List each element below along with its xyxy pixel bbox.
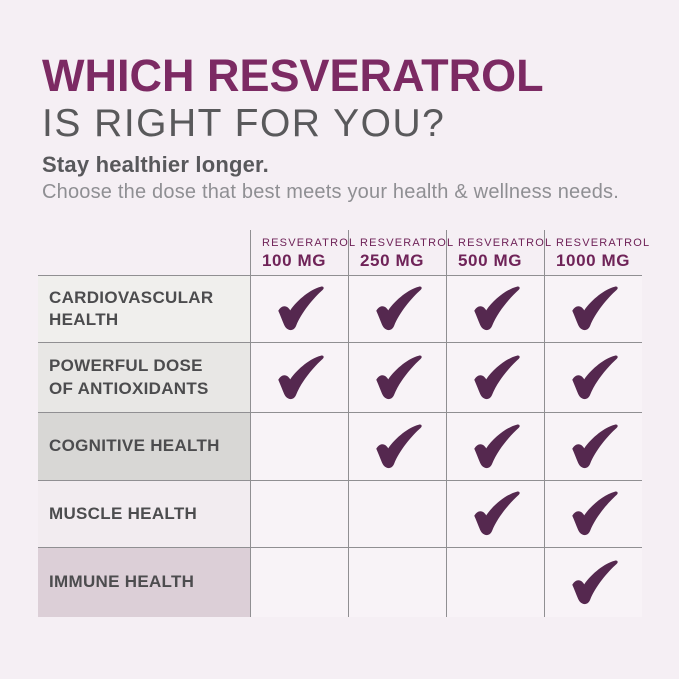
checkmark-icon (572, 355, 618, 399)
column-header: RESVERATROL 500 MG (446, 230, 551, 275)
table-cell (446, 412, 544, 480)
row-label-cell: CARDIOVASCULAR HEALTH (38, 275, 250, 342)
column-header: RESVERATROL 100 MG (250, 230, 355, 275)
row-label-cell: COGNITIVE HEALTH (38, 412, 250, 480)
table-cell (250, 480, 348, 547)
table-cell (544, 342, 642, 412)
table-cell (250, 275, 348, 342)
table-cell (544, 547, 642, 617)
column-header: RESVERATROL 250 MG (348, 230, 453, 275)
table-cell (348, 412, 446, 480)
table-cell (446, 480, 544, 547)
column-brand-label: RESVERATROL (458, 237, 553, 249)
checkmark-icon (376, 424, 422, 468)
column-brand-label: RESVERATROL (360, 237, 455, 249)
table-cell (446, 547, 544, 617)
table-cell (250, 342, 348, 412)
table-cell (348, 342, 446, 412)
checkmark-icon (376, 286, 422, 331)
table-cell (446, 342, 544, 412)
table-cell (348, 547, 446, 617)
checkmark-icon (474, 424, 520, 468)
column-brand-label: RESVERATROL (262, 237, 357, 249)
row-label-cell: POWERFUL DOSE OF ANTIOXIDANTS (38, 342, 250, 412)
description: Choose the dose that best meets your hea… (42, 181, 619, 203)
column-dose-label: 250 MG (360, 251, 425, 270)
checkmark-icon (474, 491, 520, 536)
row-label: CARDIOVASCULAR HEALTH (49, 287, 214, 329)
row-label: COGNITIVE HEALTH (49, 436, 220, 456)
checkmark-icon (278, 355, 324, 399)
comparison-table: RESVERATROL 100 MG RESVERATROL 250 MG RESVER… (38, 230, 649, 617)
column-dose-label: 100 MG (262, 251, 327, 270)
page-title: WHICH RESVERATROL (42, 50, 544, 101)
column-dose-label: 500 MG (458, 251, 523, 270)
row-label-cell: MUSCLE HEALTH (38, 480, 250, 547)
checkmark-icon (572, 286, 618, 331)
table-cell (544, 412, 642, 480)
checkmark-icon (376, 355, 422, 399)
column-dose-label: 1000 MG (556, 251, 631, 270)
checkmark-icon (474, 286, 520, 331)
header-spacer-cell (38, 230, 250, 275)
checkmark-icon (572, 424, 618, 468)
row-label: POWERFUL DOSE OF ANTIOXIDANTS (49, 356, 209, 398)
table-cell (348, 275, 446, 342)
table-cell (446, 275, 544, 342)
table-cell (544, 480, 642, 547)
table-cell (544, 275, 642, 342)
checkmark-icon (572, 491, 618, 536)
page-subtitle: IS RIGHT FOR YOU? (42, 102, 446, 145)
row-label: MUSCLE HEALTH (49, 503, 198, 523)
table-cell (250, 547, 348, 617)
checkmark-icon (278, 286, 324, 331)
row-label: IMMUNE HEALTH (49, 572, 195, 592)
row-label-cell: IMMUNE HEALTH (38, 547, 250, 617)
table-cell (250, 412, 348, 480)
table-cell (348, 480, 446, 547)
column-header: RESVERATROL 1000 MG (544, 230, 649, 275)
tagline: Stay healthier longer. (42, 152, 269, 177)
checkmark-icon (572, 560, 618, 604)
column-brand-label: RESVERATROL (556, 237, 651, 249)
checkmark-icon (474, 355, 520, 399)
